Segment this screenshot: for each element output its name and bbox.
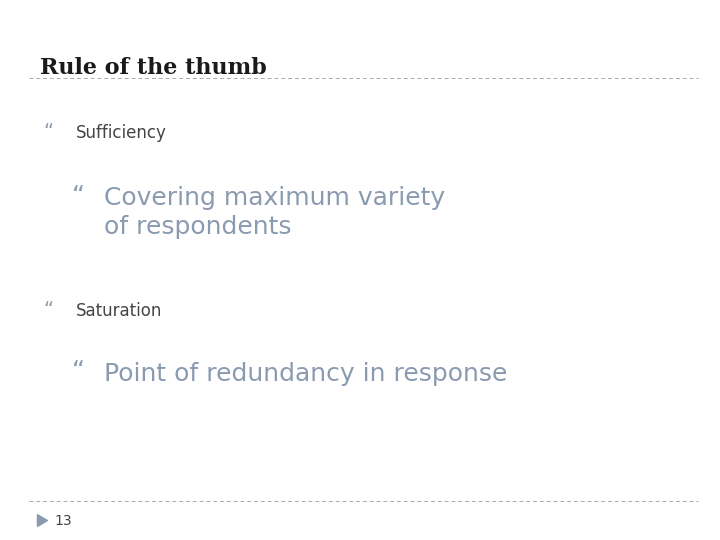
Text: 13: 13 — [54, 514, 71, 528]
Text: Point of redundancy in response: Point of redundancy in response — [104, 362, 508, 386]
Text: Sufficiency: Sufficiency — [76, 124, 166, 142]
Text: “: “ — [72, 359, 85, 383]
Polygon shape — [37, 515, 48, 526]
Text: Saturation: Saturation — [76, 302, 162, 320]
Text: “: “ — [72, 184, 85, 207]
Text: “: “ — [43, 300, 53, 319]
Text: Covering maximum variety
of respondents: Covering maximum variety of respondents — [104, 186, 446, 239]
Text: “: “ — [43, 122, 53, 140]
Text: Rule of the thumb: Rule of the thumb — [40, 57, 266, 79]
